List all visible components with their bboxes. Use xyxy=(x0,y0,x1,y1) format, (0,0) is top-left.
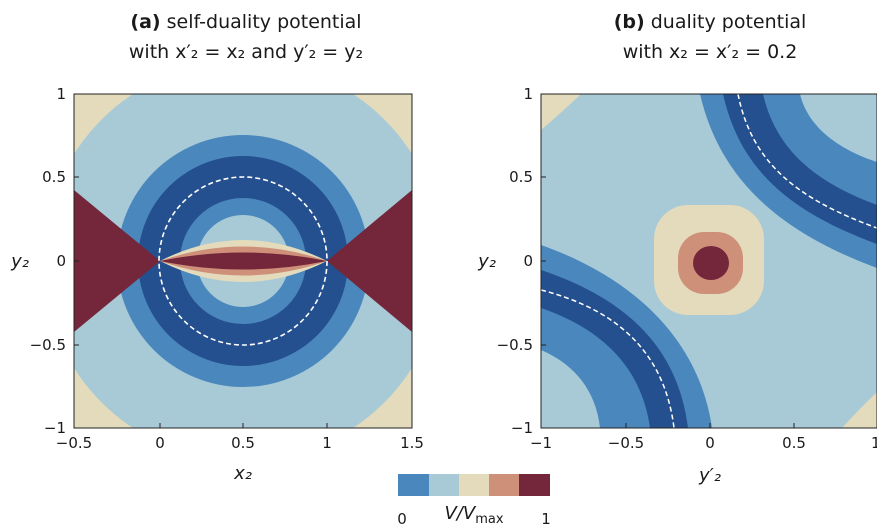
dashed-contour-tr xyxy=(737,94,877,229)
panel-b-xtick: 1 xyxy=(871,434,877,452)
panel-b-title-line2: with x₂ = x′₂ = 0.2 xyxy=(623,41,798,63)
region-beige-corner-br xyxy=(842,392,877,428)
panel-a-xlabel: x₂ xyxy=(233,463,252,484)
panel-b-title-line1: (b) duality potential xyxy=(614,11,807,33)
panel-a-title-line1: (a) self-duality potential xyxy=(130,11,361,33)
region-maroon-left xyxy=(74,190,160,332)
panel-b-xtick: 0.5 xyxy=(782,434,806,452)
region-lightblue-tr-inner xyxy=(800,94,877,162)
panel-a-ytick: 0 xyxy=(56,252,66,270)
panel-b: (b) duality potential with x₂ = x′₂ = 0.… xyxy=(477,11,877,486)
panel-a-ytick: −1 xyxy=(44,419,66,437)
dashed-contour-bl xyxy=(541,289,675,428)
panel-b-xtick: −0.5 xyxy=(608,434,644,452)
panel-b-ytick: 0 xyxy=(523,252,533,270)
colorbar-swatch-5 xyxy=(519,474,550,496)
panel-a-xtick: 0.5 xyxy=(231,434,255,452)
colorbar-swatch-4 xyxy=(489,474,519,496)
panel-a: (a) self-duality potential with x′₂ = x₂… xyxy=(10,11,424,484)
colorbar-max-label: 1 xyxy=(541,510,551,528)
region-maroon-right xyxy=(327,190,412,332)
panel-b-heatmap xyxy=(541,94,877,428)
panel-b-ylabel: y₂ xyxy=(477,251,496,272)
panel-a-ytick: −0.5 xyxy=(30,336,66,354)
panel-b-tick-marks xyxy=(540,93,795,429)
region-maroon-center xyxy=(693,246,729,280)
panel-b-xtick: 0 xyxy=(705,434,715,452)
panel-b-xtick: −1 xyxy=(530,434,552,452)
panel-b-ytick: −0.5 xyxy=(497,336,533,354)
colorbar-swatch-2 xyxy=(429,474,459,496)
panel-b-ytick: 0.5 xyxy=(509,168,533,186)
colorbar-label: V/Vmax xyxy=(444,503,503,527)
colorbar-swatch-3 xyxy=(459,474,489,496)
panel-a-xtick: 0 xyxy=(155,434,165,452)
panel-a-xtick: 1 xyxy=(322,434,332,452)
panel-a-title-line2: with x′₂ = x₂ and y′₂ = y₂ xyxy=(129,41,363,63)
colorbar-min-label: 0 xyxy=(397,510,407,528)
panel-a-ytick: 1 xyxy=(56,85,66,103)
panel-b-xlabel: y′₂ xyxy=(698,465,721,486)
panel-a-tick-marks xyxy=(73,93,413,429)
dashed-contour xyxy=(158,176,328,346)
region-beige-corner-tl xyxy=(541,94,581,130)
panel-b-ytick: −1 xyxy=(511,419,533,437)
panel-a-heatmap xyxy=(74,94,412,428)
panel-a-ytick: 0.5 xyxy=(42,168,66,186)
region-lightblue-bl-inner xyxy=(541,350,600,428)
colorbar-swatch-1 xyxy=(398,474,429,496)
panel-b-ytick: 1 xyxy=(523,85,533,103)
panel-a-xtick: −0.5 xyxy=(56,434,92,452)
region-maroon-center xyxy=(160,252,327,270)
panel-a-ylabel: y₂ xyxy=(10,251,29,272)
panel-a-xtick: 1.5 xyxy=(400,434,424,452)
colorbar: 0 1 V/Vmax xyxy=(397,474,551,528)
